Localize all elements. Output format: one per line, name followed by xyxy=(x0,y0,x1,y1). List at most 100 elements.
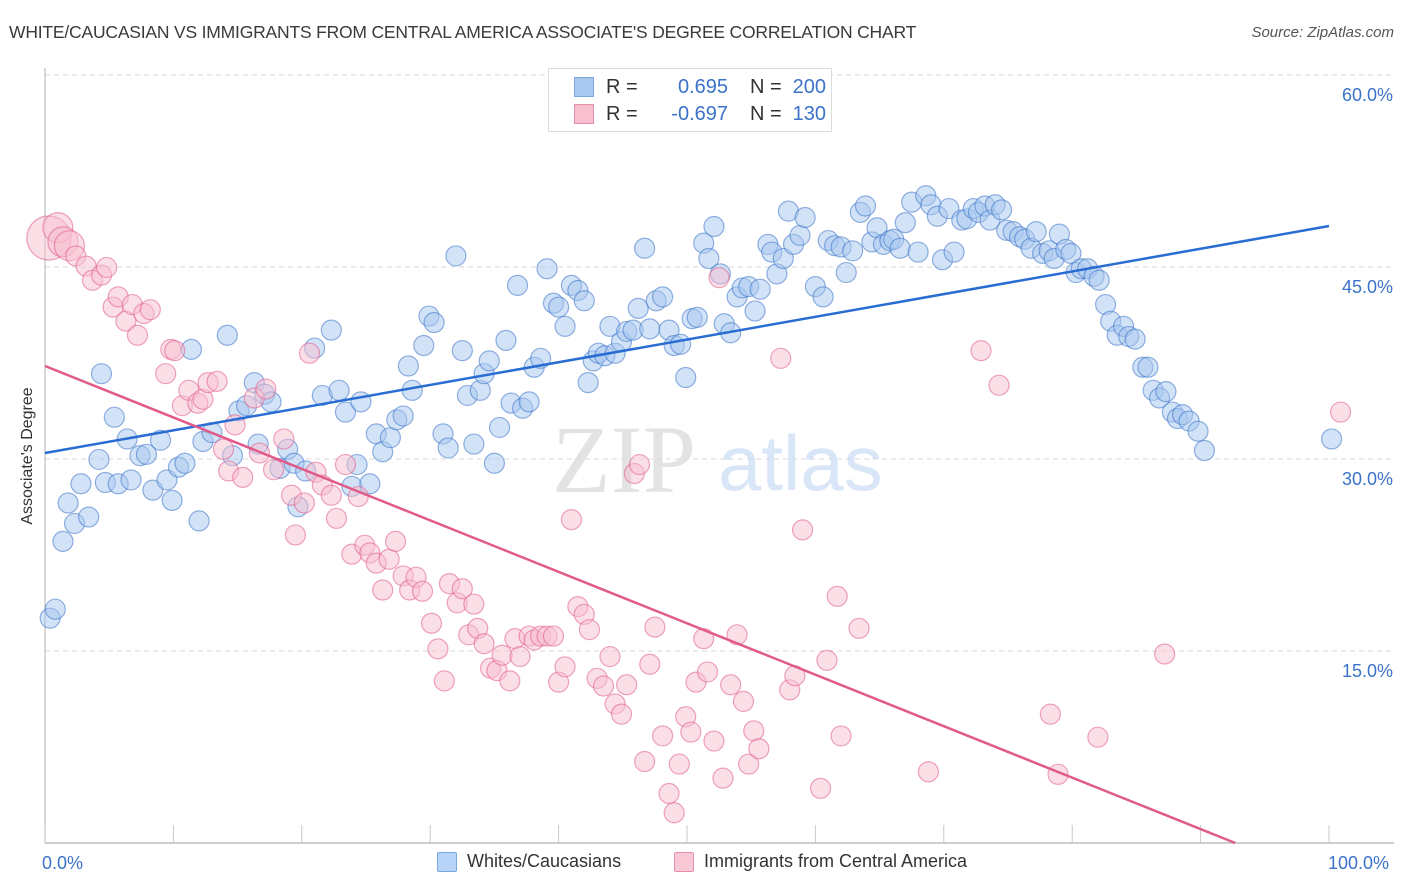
point-whites xyxy=(652,286,674,308)
y-tick-label: 30.0% xyxy=(1342,469,1393,489)
point-whites xyxy=(445,245,467,267)
y-tick-label: 15.0% xyxy=(1342,661,1393,681)
point-immigrants xyxy=(668,753,690,775)
point-whites xyxy=(686,306,708,328)
point-immigrants xyxy=(560,508,583,531)
trend-line-immigrants xyxy=(44,364,1236,845)
point-immigrants xyxy=(378,548,400,570)
point-whites xyxy=(478,350,500,372)
point-immigrants xyxy=(628,453,651,476)
point-whites xyxy=(1137,356,1159,378)
legend-n-value: 130 xyxy=(792,102,826,125)
point-immigrants xyxy=(384,530,407,552)
point-whites xyxy=(990,199,1013,221)
watermark-zip: ZIP xyxy=(552,406,696,513)
point-whites xyxy=(547,296,570,318)
point-whites xyxy=(120,469,142,491)
point-whites xyxy=(1025,221,1047,243)
point-whites xyxy=(577,372,599,394)
point-immigrants xyxy=(743,720,765,742)
point-immigrants xyxy=(826,585,848,608)
trend-lines xyxy=(44,224,1330,845)
point-whites xyxy=(488,416,511,439)
point-whites xyxy=(483,452,505,474)
point-whites xyxy=(78,506,100,528)
point-whites xyxy=(842,240,864,262)
point-whites xyxy=(889,237,911,259)
point-whites xyxy=(379,427,401,449)
point-immigrants xyxy=(96,256,118,279)
point-immigrants xyxy=(320,484,342,506)
point-whites xyxy=(437,437,459,459)
point-whites xyxy=(506,274,529,296)
point-whites xyxy=(573,290,595,312)
point-immigrants xyxy=(325,507,348,529)
point-immigrants xyxy=(652,725,674,747)
point-whites xyxy=(703,215,725,238)
legend-label-immigrants: Immigrants from Central America xyxy=(704,851,968,871)
y-tick-label: 60.0% xyxy=(1342,85,1393,105)
legend-item-immigrants[interactable]: Immigrants from Central America xyxy=(674,851,967,872)
trend-line-whites xyxy=(44,224,1330,455)
point-whites xyxy=(463,433,485,455)
point-whites xyxy=(413,334,435,357)
point-immigrants xyxy=(708,267,730,289)
point-whites xyxy=(423,311,445,334)
point-whites xyxy=(669,333,692,355)
legend-n-value: 200 xyxy=(792,75,826,98)
point-immigrants xyxy=(293,492,315,514)
point-whites xyxy=(451,340,473,362)
point-immigrants xyxy=(126,324,149,346)
point-immigrants xyxy=(1039,703,1061,725)
point-whites xyxy=(812,286,834,308)
point-whites xyxy=(675,366,697,389)
point-whites xyxy=(149,429,172,451)
point-immigrants xyxy=(703,730,725,752)
point-immigrants xyxy=(1329,401,1352,423)
point-immigrants xyxy=(809,777,832,800)
point-immigrants xyxy=(658,782,680,805)
legend-r-value: -0.697 xyxy=(671,102,728,125)
point-whites xyxy=(88,448,110,471)
legend-row-immigrants: R = -0.697 N = 130 xyxy=(549,101,826,127)
point-immigrants xyxy=(644,616,666,638)
point-immigrants xyxy=(917,761,939,783)
point-whites xyxy=(639,318,661,340)
legend-swatch-whites xyxy=(437,851,457,872)
point-whites xyxy=(1088,269,1110,291)
chart-title: WHITE/CAUCASIAN VS IMMIGRANTS FROM CENTR… xyxy=(9,22,917,42)
y-tick-labels: 15.0% 30.0% 45.0% 60.0% xyxy=(1342,85,1393,681)
point-whites xyxy=(744,300,766,322)
point-immigrants xyxy=(499,670,521,692)
point-whites xyxy=(1187,420,1209,442)
point-immigrants xyxy=(770,347,792,369)
point-immigrants xyxy=(554,656,576,678)
point-immigrants xyxy=(732,690,755,712)
point-immigrants xyxy=(542,625,565,647)
point-whites xyxy=(749,278,771,300)
point-whites xyxy=(789,224,811,247)
series-immigrants-points xyxy=(26,212,1352,824)
axes xyxy=(44,68,1394,844)
point-whites xyxy=(627,297,649,319)
point-immigrants xyxy=(1087,726,1109,748)
point-whites xyxy=(698,247,720,270)
point-whites xyxy=(216,324,238,346)
point-whites xyxy=(518,391,540,413)
point-immigrants xyxy=(1154,643,1176,665)
point-immigrants xyxy=(720,674,742,696)
legend-label-whites: Whites/Caucasians xyxy=(467,851,622,871)
point-immigrants xyxy=(791,519,814,541)
legend-item-whites[interactable]: Whites/Caucasians xyxy=(437,851,621,872)
series-legend: Whites/Caucasians Immigrants from Centra… xyxy=(0,851,1406,877)
point-immigrants xyxy=(592,675,615,697)
point-whites xyxy=(943,241,965,263)
point-whites xyxy=(44,598,66,620)
point-immigrants xyxy=(262,459,285,481)
watermark-atlas: atlas xyxy=(718,419,883,507)
point-whites xyxy=(174,452,196,474)
point-immigrants xyxy=(427,638,449,660)
legend-r-value: 0.695 xyxy=(677,75,728,98)
point-whites xyxy=(334,401,357,423)
point-whites xyxy=(397,355,419,377)
